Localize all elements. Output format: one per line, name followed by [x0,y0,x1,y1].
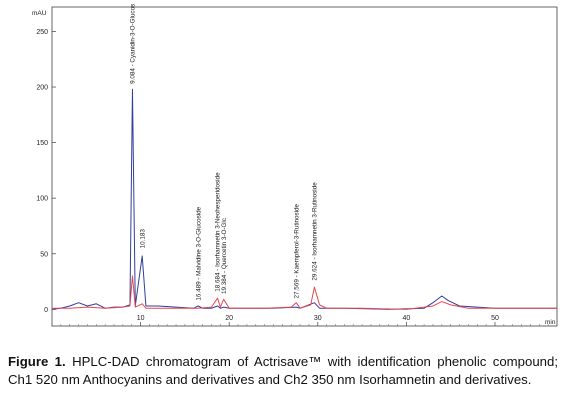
chromatogram-chart: mAU min 0 50 100 150 200 250 10 20 30 40 50 9.084… [6,4,560,330]
x-tick-label: 10 [137,315,145,322]
figure-caption: Figure 1. HPLC-DAD chromatogram of Actri… [8,353,558,389]
peak-label: 9.084 - Cyanidin-3-O-Glucoside [130,4,137,84]
plot-frame [51,6,558,327]
x-tick-label: 20 [225,315,233,322]
peak-labels: 9.084 - Cyanidin-3-O-Glucoside 10.183 16.4… [130,4,319,301]
peak-label: 16.489 - Malvidine 3-O-Glucoside [195,206,202,300]
x-tick-label: 40 [402,315,410,322]
x-tick-label: 50 [491,315,499,322]
x-unit-label: min [545,319,556,326]
x-axis: 10 20 30 40 50 [60,315,549,326]
y-tick-label: 250 [36,29,48,36]
chromatogram-svg: mAU min 0 50 100 150 200 250 10 20 30 40 50 9.084… [32,4,558,327]
y-tick-label: 50 [40,251,48,258]
y-tick-label: 150 [36,140,48,147]
series-ch1-line [51,88,557,310]
y-tick-label: 0 [44,307,48,314]
series-ch2-line [52,275,557,310]
peak-label: 10.183 [139,229,146,249]
caption-text: HPLC-DAD chromatogram of Actrisave™ with… [8,354,558,388]
peak-label: 27.569 - Kaempferol-3-Rutinoside [293,203,300,298]
peak-label: 29.624 - Isorhamnetin 3-Rutinoside [312,182,319,281]
y-axis: 0 50 100 150 200 250 [36,29,56,314]
x-tick-label: 30 [314,315,322,322]
y-tick-label: 100 [36,196,48,203]
y-unit-label: mAU [32,10,47,17]
peak-label: 19.384 - Quercetin 3-O-Glc [221,218,228,294]
series-layer [51,88,557,310]
y-tick-label: 200 [36,85,48,92]
figure-label: Figure 1. [8,354,66,370]
peak-label: 18.684 - Isorhamnetin 3-Neohesperidoside [215,172,222,292]
